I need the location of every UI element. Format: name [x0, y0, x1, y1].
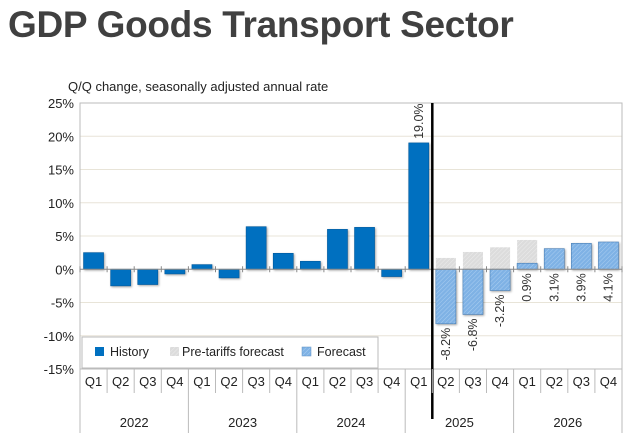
data-label: -8.2%	[439, 328, 453, 361]
y-tick-label: 15%	[48, 163, 74, 178]
year-label: 2023	[228, 415, 257, 430]
y-tick-label: 20%	[48, 129, 74, 144]
legend-label-forecast: Forecast	[317, 345, 366, 359]
x-tick-label: Q4	[275, 374, 292, 389]
bar-history	[381, 268, 402, 277]
bar-forecast	[489, 268, 511, 291]
data-label: -6.8%	[466, 318, 480, 351]
bar-history	[245, 226, 267, 270]
y-tick-label: -15%	[44, 362, 75, 377]
year-label: 2026	[553, 415, 582, 430]
y-tick-label: 10%	[48, 196, 74, 211]
data-label: 0.9%	[520, 273, 534, 302]
data-label: 19.0%	[412, 103, 426, 138]
x-tick-label: Q2	[220, 374, 237, 389]
x-tick-label: Q2	[329, 374, 346, 389]
bar-forecast	[543, 248, 565, 270]
bar-history	[83, 252, 104, 270]
x-tick-label: Q2	[112, 374, 129, 389]
legend-label-pre-tariffs: Pre-tariffs forecast	[182, 345, 284, 359]
bar-pre-tariffs-forecast	[517, 239, 538, 270]
bar-forecast	[516, 262, 538, 270]
x-tick-label: Q2	[546, 374, 563, 389]
x-tick-label: Q1	[518, 374, 535, 389]
legend-label-history: History	[110, 345, 150, 359]
y-tick-label: -5%	[51, 296, 75, 311]
bar-history	[191, 264, 213, 270]
year-label: 2024	[337, 415, 366, 430]
bar-history	[354, 227, 375, 270]
bar-pre-tariffs-forecast	[435, 257, 456, 270]
x-tick-label: Q2	[437, 374, 454, 389]
bar-history	[300, 260, 321, 270]
bar-history	[137, 268, 159, 285]
x-tick-label: Q4	[166, 374, 183, 389]
x-tick-label: Q3	[139, 374, 156, 389]
bar-history	[408, 142, 430, 270]
legend-swatch-history	[95, 347, 104, 356]
x-tick-label: Q3	[464, 374, 481, 389]
bar-forecast	[462, 268, 484, 315]
y-tick-label: 5%	[55, 229, 74, 244]
y-tick-label: 0%	[55, 262, 74, 277]
x-tick-label: Q4	[600, 374, 617, 389]
y-tick-label: -10%	[44, 329, 75, 344]
x-tick-label: Q3	[356, 374, 373, 389]
x-tick-label: Q1	[302, 374, 319, 389]
bar-history	[272, 252, 294, 270]
data-label: 3.9%	[574, 273, 588, 302]
data-label: 3.1%	[547, 273, 561, 302]
bar-history	[110, 268, 131, 287]
y-tick-label: 25%	[48, 96, 74, 111]
year-label: 2025	[445, 415, 474, 430]
x-tick-label: Q3	[573, 374, 590, 389]
x-tick-label: Q4	[383, 374, 400, 389]
x-tick-label: Q1	[410, 374, 427, 389]
legend-swatch-pre-tariffs	[170, 347, 179, 356]
legend-swatch-forecast	[301, 346, 312, 357]
data-label: -3.2%	[493, 295, 507, 328]
x-tick-label: Q1	[85, 374, 102, 389]
legend: History Pre-tariffs forecast Forecast	[81, 336, 379, 369]
bar-forecast	[435, 268, 457, 325]
bar-pre-tariffs-forecast	[490, 247, 511, 270]
y-axis-label: Q/Q change, seasonally adjusted annual r…	[68, 79, 329, 94]
bar-forecast	[598, 241, 619, 270]
bar-pre-tariffs-forecast	[462, 251, 483, 270]
x-tick-label: Q3	[247, 374, 264, 389]
bar-history	[327, 229, 348, 270]
chart-title: GDP Goods Transport Sector	[8, 4, 514, 45]
data-label: 4.1%	[601, 273, 615, 302]
bar-forecast	[571, 243, 592, 270]
bar-history	[164, 268, 186, 275]
x-tick-label: Q4	[491, 374, 508, 389]
year-label: 2022	[120, 415, 149, 430]
bar-history	[218, 268, 240, 279]
x-tick-label: Q1	[193, 374, 210, 389]
